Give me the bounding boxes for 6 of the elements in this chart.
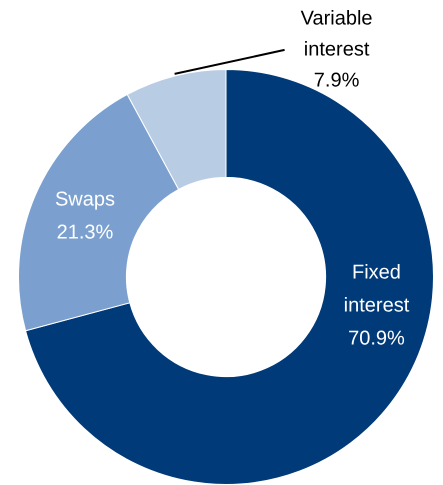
- data-label: 70.9%: [348, 328, 406, 350]
- slice-label: Swaps: [54, 188, 115, 210]
- slice-label: Fixed interest: [344, 262, 410, 317]
- slice-label: Variable interest: [300, 7, 373, 60]
- data-label: 7.9%: [314, 69, 360, 92]
- data-label: 21.3%: [56, 221, 114, 244]
